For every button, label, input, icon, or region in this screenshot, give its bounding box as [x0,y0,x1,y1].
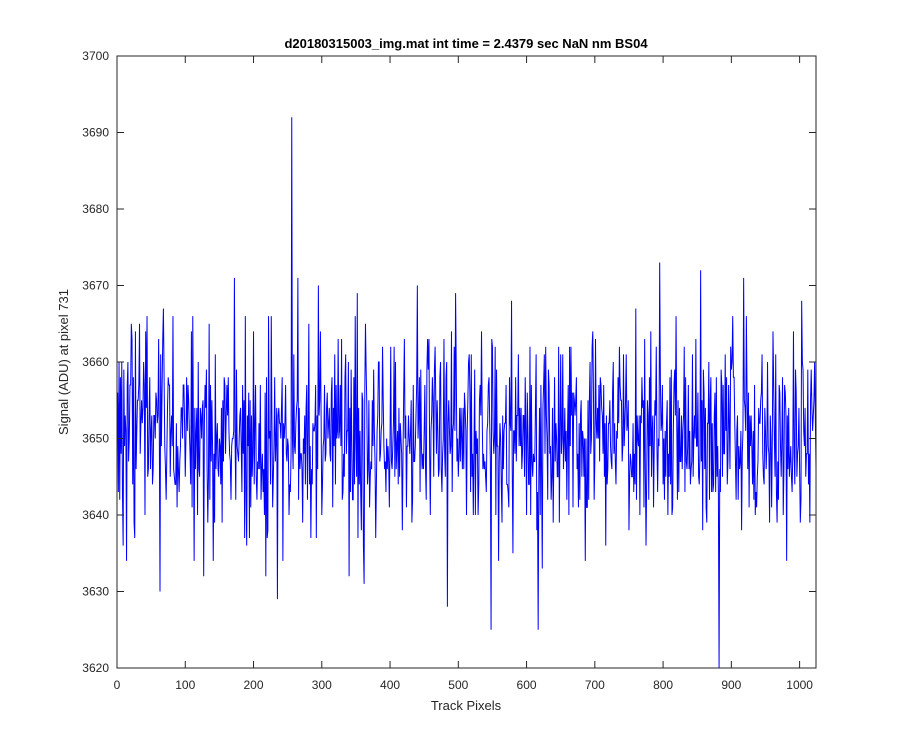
x-tick-label: 300 [312,678,332,692]
y-tick-label: 3660 [82,355,109,369]
y-tick-label: 3680 [82,202,109,216]
chart-title: d20180315003_img.mat int time = 2.4379 s… [284,36,648,51]
plot-background [117,56,816,668]
x-tick-label: 600 [517,678,537,692]
y-tick-label: 3620 [82,661,109,675]
y-axis-label: Signal (ADU) at pixel 731 [56,289,71,435]
x-tick-label: 100 [175,678,195,692]
y-tick-label: 3650 [82,432,109,446]
x-tick-label: 200 [244,678,264,692]
x-tick-label: 0 [114,678,121,692]
x-tick-label: 400 [380,678,400,692]
x-tick-label: 800 [653,678,673,692]
series-layer [117,117,817,669]
y-tick-label: 3640 [82,508,109,522]
x-tick-label: 1000 [786,678,813,692]
y-tick-label: 3700 [82,49,109,63]
x-tick-label: 500 [448,678,468,692]
y-tick-label: 3630 [82,585,109,599]
x-tick-label: 700 [585,678,605,692]
x-ticks: 0 100 200 300 400 500 600 700 800 900 1000 [114,56,813,692]
x-tick-label: 900 [721,678,741,692]
x-axis-label: Track Pixels [431,698,502,713]
y-ticks: 3620 3630 3640 3650 3660 3670 3680 3690 3700 [82,49,816,675]
y-tick-label: 3690 [82,126,109,140]
y-tick-label: 3670 [82,279,109,293]
series-line [117,117,817,669]
